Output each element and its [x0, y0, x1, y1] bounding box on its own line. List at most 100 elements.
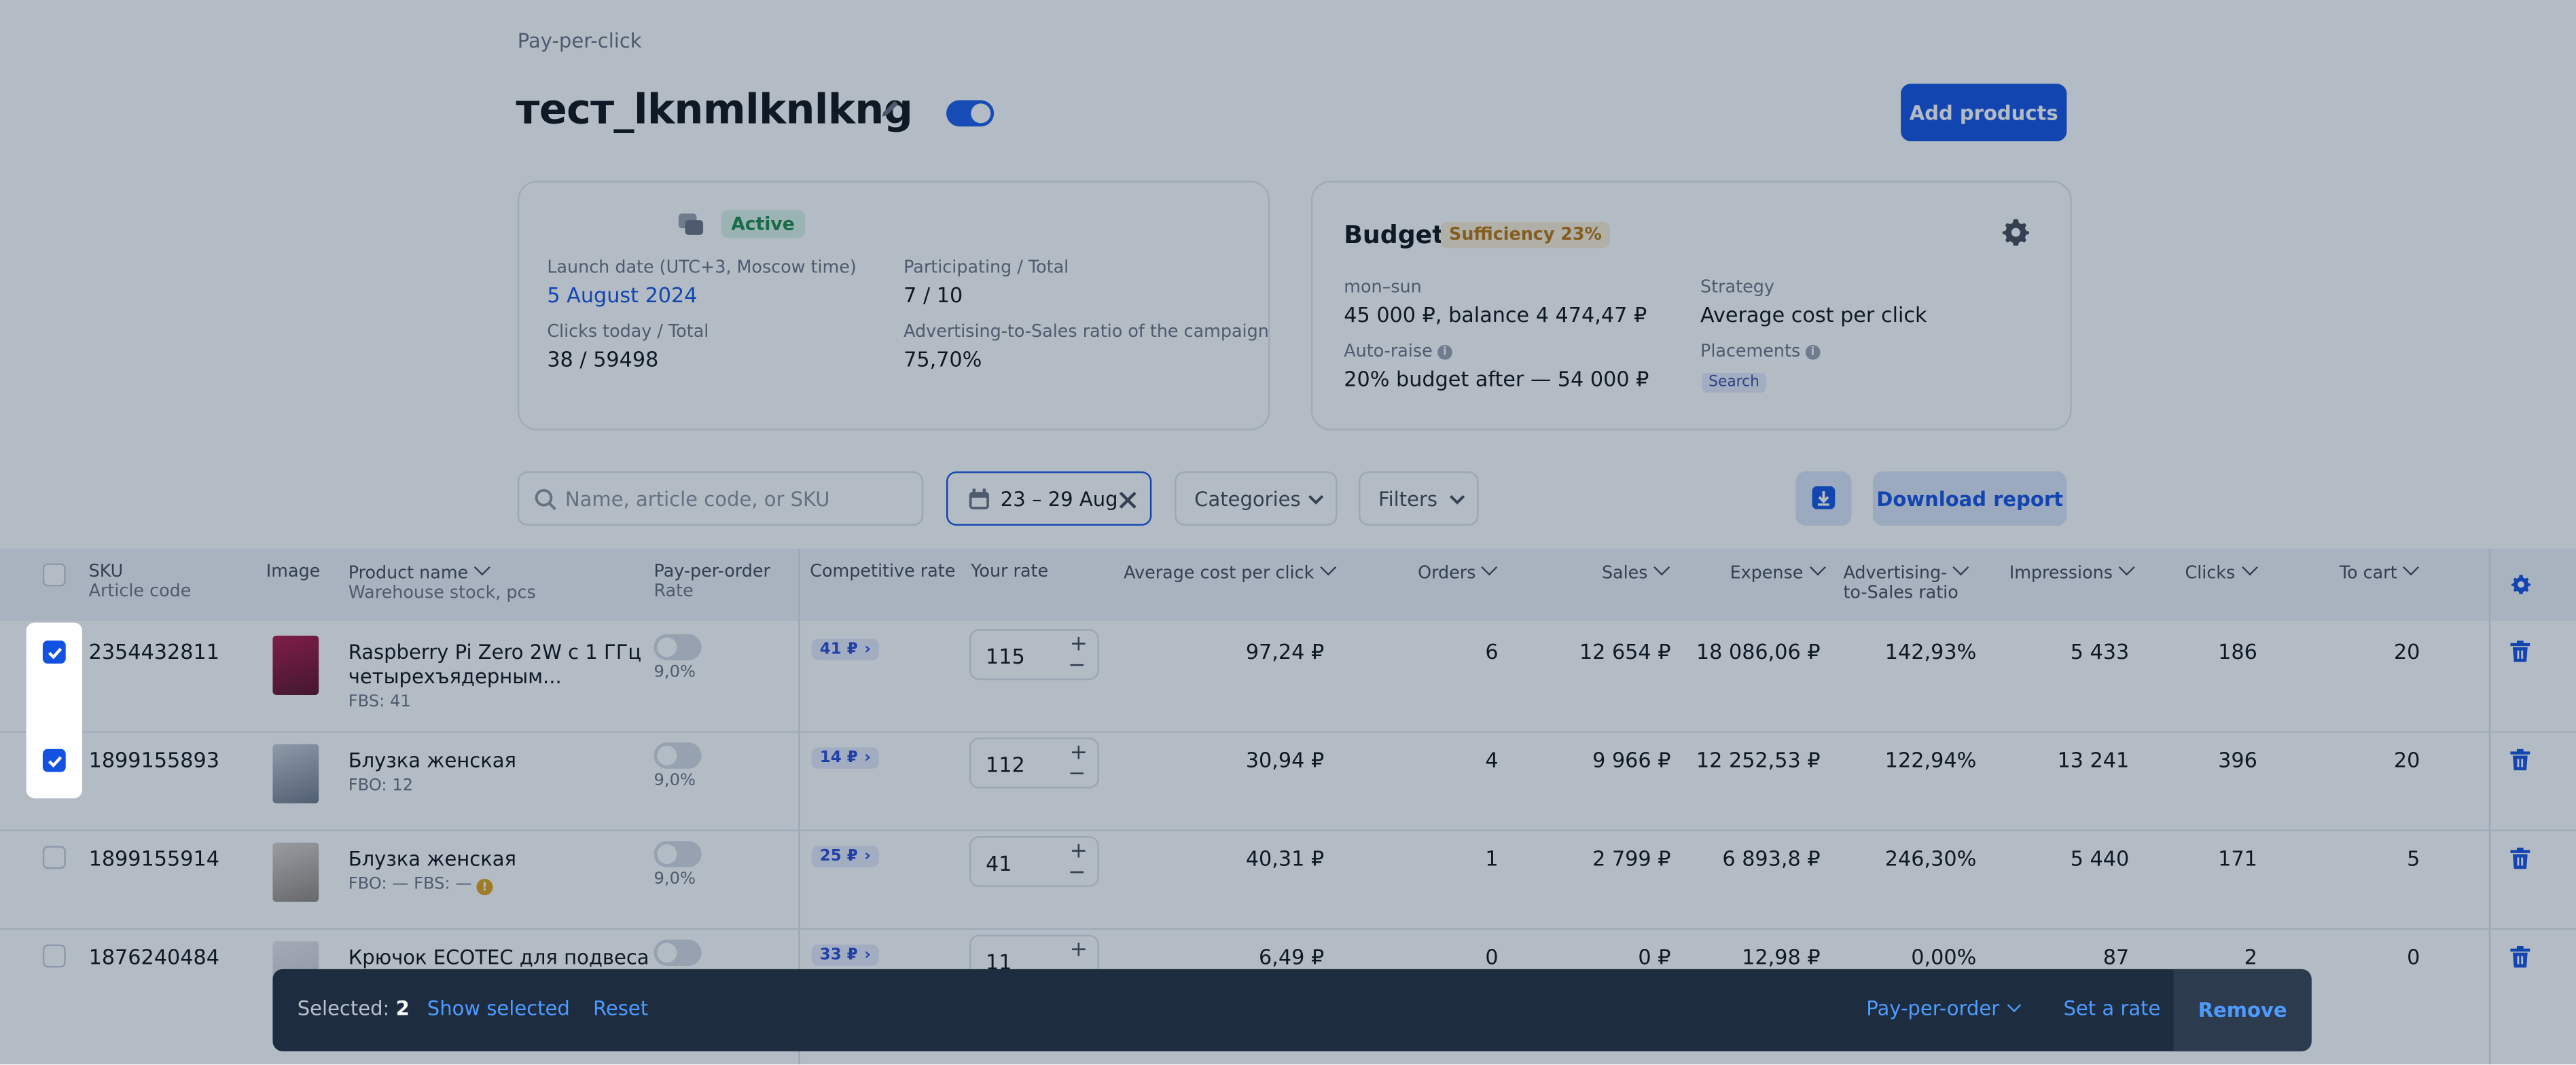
date-range-picker[interactable]: 23 – 29 Aug: [946, 471, 1152, 526]
trash-icon[interactable]: [2510, 945, 2530, 968]
filters-label: Filters: [1378, 488, 1438, 511]
plus-icon[interactable]: +: [1069, 740, 1088, 765]
competitive-rate-value: 41 ₽: [819, 640, 858, 659]
plus-icon[interactable]: +: [1069, 839, 1088, 865]
col-avg-cpc[interactable]: Average cost per click: [1124, 559, 1336, 583]
selected-count: Selected: 2: [298, 997, 410, 1020]
search-icon: [535, 488, 556, 511]
select-all-checkbox[interactable]: [42, 563, 66, 587]
filters-dropdown[interactable]: Filters: [1359, 471, 1479, 526]
product-thumbnail[interactable]: [272, 744, 319, 804]
pay-per-order-rate: 9,0%: [654, 664, 696, 682]
pay-per-order-toggle[interactable]: [654, 742, 702, 769]
col-impressions[interactable]: Impressions: [2009, 559, 2135, 583]
trash-icon[interactable]: [2510, 748, 2530, 771]
expense-value: 6 893,8 ₽: [1722, 846, 1821, 871]
pay-per-order-toggle[interactable]: [654, 634, 702, 661]
row-divider: [0, 928, 2576, 930]
col-to-cart[interactable]: To cart: [2340, 559, 2420, 583]
set-rate-button[interactable]: Set a rate: [2063, 996, 2161, 1020]
adv-ratio-value: 142,93%: [1884, 638, 1977, 664]
your-rate-input[interactable]: 112 + −: [969, 737, 1099, 789]
column-divider: [798, 548, 800, 1065]
clicks-value: 171: [2218, 846, 2257, 871]
product-name[interactable]: Блузка женская: [348, 847, 517, 871]
col-clicks[interactable]: Clicks: [2185, 559, 2257, 583]
sales-value: 12 654 ₽: [1579, 638, 1671, 664]
autoraise-value: 20% budget after — 54 000 ₽: [1344, 366, 1649, 391]
placements-label: Placements: [1700, 342, 1801, 362]
your-rate-input[interactable]: 115 + −: [969, 629, 1099, 681]
search-input[interactable]: Name, article code, or SKU: [517, 471, 924, 526]
budget-card: [1310, 181, 2072, 431]
pay-per-order-rate: 9,0%: [654, 870, 696, 889]
minus-icon[interactable]: −: [1068, 762, 1086, 787]
impressions-value: 5 440: [2070, 846, 2130, 871]
col-product-name[interactable]: Product name: [348, 559, 536, 583]
pay-per-order-toggle[interactable]: [654, 841, 702, 867]
minus-icon[interactable]: −: [1068, 653, 1086, 679]
product-name[interactable]: Raspberry Pi Zero 2W с 1 ГГц: [348, 640, 642, 664]
plus-icon[interactable]: +: [1069, 937, 1088, 963]
product-thumbnail[interactable]: [272, 635, 319, 695]
competitive-rate-badge[interactable]: 25 ₽ ›: [811, 846, 879, 867]
pay-per-order-label: Pay-per-order: [1866, 996, 2000, 1020]
competitive-rate-value: 14 ₽: [819, 748, 858, 768]
avg-cpc-value: 30,94 ₽: [1245, 747, 1325, 772]
trash-icon[interactable]: [2510, 640, 2530, 662]
col-sku[interactable]: SKU: [88, 562, 124, 582]
trash-icon[interactable]: [2510, 847, 2530, 869]
reset-link[interactable]: Reset: [593, 996, 649, 1020]
download-icon-button[interactable]: [1795, 471, 1852, 526]
info-icon[interactable]: i: [1805, 344, 1821, 360]
budget-period-value: 45 000 ₽, balance 4 474,47 ₽: [1344, 302, 1647, 327]
product-name[interactable]: Блузка женская: [348, 748, 517, 772]
competitive-rate-badge[interactable]: 14 ₽ ›: [811, 747, 879, 769]
row-checkbox[interactable]: [42, 944, 66, 968]
warning-icon[interactable]: !: [476, 878, 493, 896]
launch-date-link[interactable]: 5 August 2024: [547, 282, 698, 308]
pencil-icon[interactable]: [877, 95, 904, 122]
pay-per-order-toggle[interactable]: [654, 939, 702, 967]
row-checkbox[interactable]: [42, 640, 66, 664]
chevron-right-icon: ›: [864, 847, 871, 866]
product-thumbnail[interactable]: [272, 842, 319, 902]
competitive-rate-badge[interactable]: 41 ₽ ›: [811, 638, 879, 661]
competitive-rate-value: 33 ₽: [819, 945, 858, 964]
add-products-button[interactable]: Add products: [1901, 84, 2067, 141]
chevron-right-icon: ›: [864, 640, 871, 659]
minus-icon[interactable]: −: [1068, 861, 1086, 886]
remove-button[interactable]: Remove: [2173, 969, 2312, 1051]
page-title: тест_lknmlknlkng: [516, 85, 913, 133]
info-icon[interactable]: i: [1437, 344, 1452, 360]
sales-value: 0 ₽: [1638, 944, 1671, 969]
col-expense[interactable]: Expense: [1730, 559, 1825, 583]
strategy-label: Strategy: [1700, 277, 1774, 297]
plus-icon[interactable]: +: [1069, 632, 1088, 657]
your-rate-input[interactable]: 41 + −: [969, 835, 1099, 887]
row-checkbox[interactable]: [42, 846, 66, 869]
sales-value: 2 799 ₽: [1592, 846, 1671, 871]
download-report-button[interactable]: Download report: [1872, 471, 2067, 526]
pay-per-order-menu[interactable]: Pay-per-order: [1866, 996, 2022, 1020]
budget-title: Budget: [1344, 220, 1444, 250]
col-pay-per-order: Pay-per-order: [654, 562, 770, 582]
categories-dropdown[interactable]: Categories: [1175, 471, 1338, 526]
strategy-value: Average cost per click: [1700, 302, 1927, 327]
breadcrumb[interactable]: Pay-per-click: [517, 29, 642, 53]
product-name[interactable]: Крючок ECOTEC для подвеса: [348, 945, 649, 969]
chevron-right-icon: ›: [864, 748, 871, 768]
close-icon[interactable]: [1119, 491, 1137, 509]
col-sales[interactable]: Sales: [1602, 559, 1670, 583]
chevron-down-icon: [2007, 998, 2022, 1013]
show-selected-link[interactable]: Show selected: [427, 996, 570, 1020]
campaign-toggle[interactable]: [946, 100, 995, 127]
selected-number: 2: [395, 996, 410, 1020]
col-orders[interactable]: Orders: [1418, 559, 1499, 583]
col-adv-ratio[interactable]: Advertising-to-Sales ratio: [1843, 559, 1969, 603]
row-checkbox[interactable]: [42, 748, 66, 772]
column-settings-gear-icon[interactable]: [2510, 573, 2531, 594]
col-adv-ratio-label-2: to-Sales ratio: [1843, 583, 1958, 603]
gear-icon[interactable]: [2001, 217, 2031, 247]
competitive-rate-badge[interactable]: 33 ₽ ›: [811, 944, 879, 967]
